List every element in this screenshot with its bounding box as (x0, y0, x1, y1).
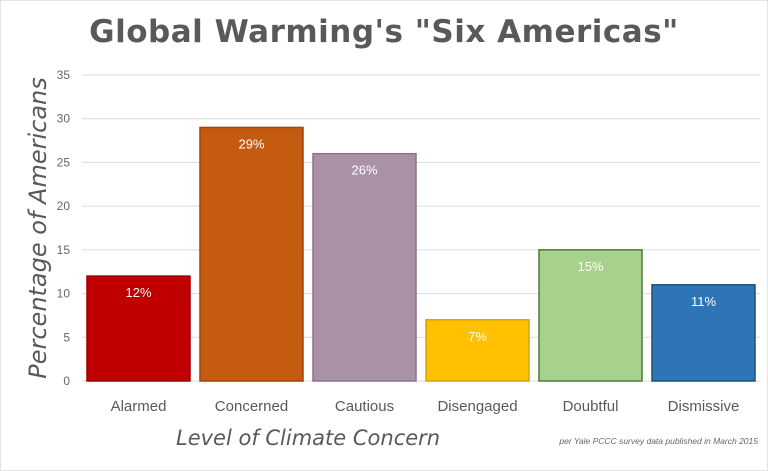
y-tick-label: 0 (63, 374, 70, 388)
data-label: 29% (238, 136, 264, 151)
data-label: 12% (125, 285, 151, 300)
bar-concerned (199, 126, 304, 382)
bar-alarmed (86, 275, 191, 382)
y-tick-label: 25 (57, 155, 71, 169)
y-tick-label: 35 (57, 68, 71, 82)
x-tick-label: Dismissive (668, 398, 740, 415)
data-label: 11% (691, 294, 716, 309)
data-label: 26% (351, 163, 377, 178)
chart-title: Global Warming's "Six Americas" (89, 14, 679, 50)
x-tick-label: Disengaged (437, 398, 517, 415)
x-tick-label: Cautious (335, 398, 394, 415)
data-label: 15% (577, 259, 603, 274)
y-tick-label: 30 (57, 112, 71, 126)
data-label: 7% (468, 329, 487, 344)
x-tick-label: Concerned (215, 398, 288, 415)
bar-dismissive (651, 284, 756, 382)
x-axis-label: Level of Climate Concern (176, 426, 441, 450)
y-tick-label: 20 (57, 199, 71, 213)
y-tick-label: 10 (57, 287, 71, 301)
y-tick-label: 5 (63, 330, 70, 344)
bar-disengaged (425, 319, 530, 382)
y-tick-label: 15 (57, 243, 71, 257)
bar-doubtful (538, 249, 643, 382)
x-tick-label: Doubtful (563, 398, 619, 415)
source-note: per Yale PCCC survey data published in M… (559, 436, 758, 446)
x-tick-label: Alarmed (111, 398, 167, 415)
bar-cautious (312, 152, 417, 382)
